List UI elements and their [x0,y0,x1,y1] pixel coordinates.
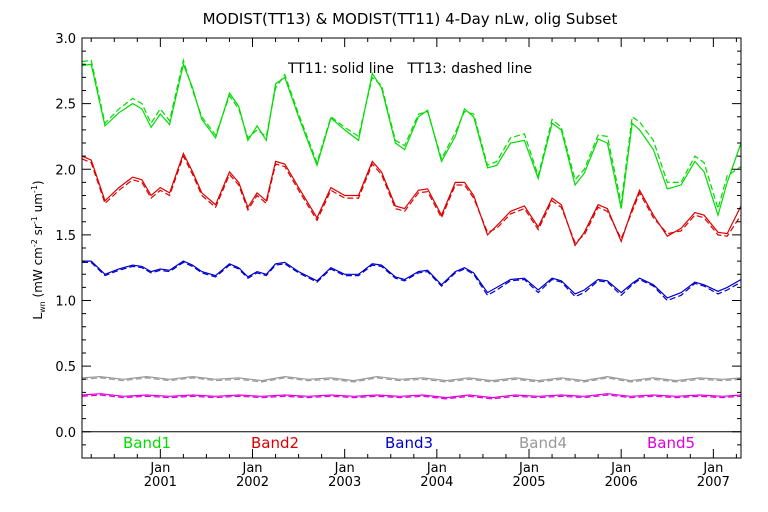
x-tick-label-year: 2002 [236,475,269,490]
band3-tt13-line [82,261,742,302]
band2-tt13-line [81,154,742,244]
legend-band2: Band2 [251,434,299,452]
y-tick-label: 2.0 [55,163,76,178]
axes: 0.00.51.01.52.02.53.0Jan2001Jan2002Jan20… [55,32,742,490]
band1-tt11-line [81,62,742,218]
y-tick-label: 0.0 [55,426,76,441]
legend-band5: Band5 [647,434,695,452]
band2-tt11-line [81,151,742,247]
svg-text:Lwn (mW cm-2 sr-1 um-1): Lwn (mW cm-2 sr-1 um-1) [30,180,47,319]
x-tick-label-month: Jan [334,461,355,476]
y-tick-label: 0.5 [55,360,76,375]
band3-tt11-line [82,260,742,299]
x-tick-label-year: 2004 [420,475,453,490]
x-tick-label-year: 2003 [328,475,361,490]
x-tick-label-year: 2005 [512,475,545,490]
x-tick-label-year: 2006 [605,475,638,490]
band5-tt11-line [81,393,742,399]
legend-band3: Band3 [385,434,433,452]
x-tick-label-month: Jan [610,461,631,476]
x-tick-label-year: 2007 [697,475,730,490]
x-tick-label-month: Jan [518,461,539,476]
band1-tt13-line [81,57,742,211]
x-tick-label-month: Jan [149,461,170,476]
y-tick-label: 3.0 [55,32,76,47]
line-style-annotation: TT11: solid line TT13: dashed line [287,61,532,77]
chart-title: MODIST(TT13) & MODIST(TT11) 4-Day nLw, o… [203,10,618,28]
plot-frame [81,37,742,459]
legend: Band1 Band2 Band3 Band4 Band5 [123,434,695,452]
legend-band4: Band4 [519,434,567,452]
x-tick-label-year: 2001 [144,475,177,490]
y-axis-label: Lwn (mW cm-2 sr-1 um-1) [30,180,47,319]
band4-tt11-line [81,375,742,382]
y-tick-label: 1.5 [55,229,76,244]
legend-band1: Band1 [123,434,171,452]
x-tick-label-month: Jan [702,461,723,476]
y-tick-label: 2.5 [55,98,76,113]
x-tick-label-month: Jan [241,461,262,476]
band5-tt13-line [81,394,742,400]
y-tick-label: 1.0 [55,295,76,310]
series-layer [81,57,742,400]
x-tick-label-month: Jan [426,461,447,476]
